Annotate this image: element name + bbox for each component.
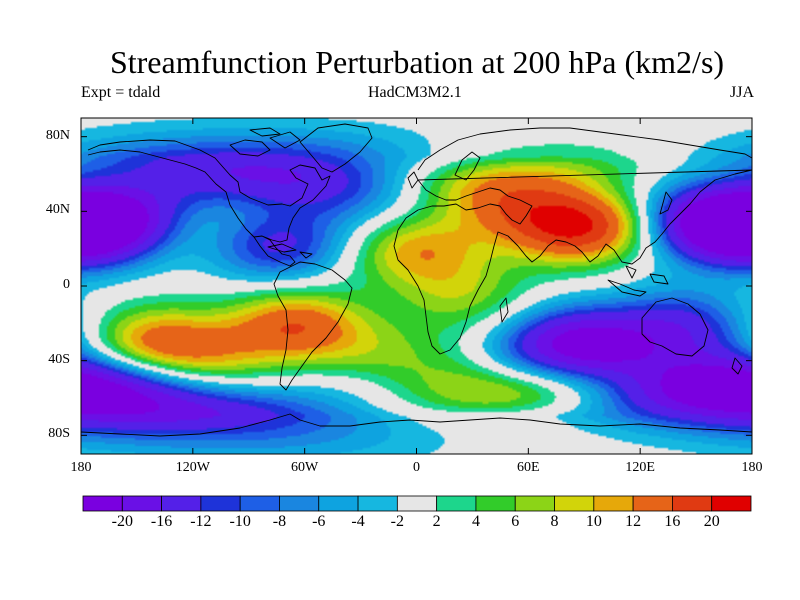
colorbar-swatch — [554, 495, 595, 512]
colorbar-swatch — [632, 495, 673, 512]
colorbar-label: -10 — [229, 513, 251, 530]
colorbar-label: 6 — [511, 513, 520, 530]
lon-tick-label: 120W — [175, 460, 210, 475]
colorbar-swatch — [436, 495, 477, 512]
colorbar — [82, 495, 752, 512]
lon-tick-label: 60W — [291, 460, 319, 475]
lon-tick-label: 180 — [741, 460, 763, 475]
lon-tick-label: 180 — [70, 460, 92, 475]
colorbar-label: -16 — [150, 513, 173, 530]
coastline-australia — [641, 297, 709, 357]
colorbar-label: -2 — [390, 513, 405, 530]
lat-tick-label: 80N — [45, 127, 70, 143]
colorbar-label: -20 — [111, 513, 133, 530]
colorbar-swatch — [82, 495, 123, 512]
lat-tick-label: 40S — [48, 351, 70, 367]
coastlines — [81, 123, 752, 437]
experiment-label: Expt = tdald — [81, 84, 161, 101]
coastline-madagascar — [499, 297, 509, 323]
coastline-arctic-islands — [229, 127, 301, 157]
colorbar-swatch — [121, 495, 162, 512]
coastline-south-america — [273, 261, 353, 391]
colorbar-label: -4 — [351, 513, 365, 530]
lon-tick-label: 120E — [625, 460, 655, 475]
season-label: JJA — [729, 84, 754, 101]
colorbar-swatch — [396, 495, 438, 512]
lat-tick-label: 80S — [48, 426, 70, 442]
colorbar-label: 4 — [471, 513, 480, 530]
model-label: HadCM3M2.1 — [368, 84, 462, 101]
colorbar-label: 10 — [585, 513, 602, 530]
lat-tick-label: 40N — [45, 202, 70, 218]
colorbar-label: -6 — [312, 513, 326, 530]
coastline-scandinavia — [454, 151, 481, 181]
colorbar-label: 12 — [625, 513, 642, 530]
colorbar-swatch — [475, 495, 516, 512]
colorbar-swatch — [672, 495, 713, 512]
lon-tick-label: 60E — [517, 460, 540, 475]
colorbar-swatch — [200, 495, 241, 512]
coastline-japan — [659, 191, 673, 215]
lat-tick-label: 0 — [63, 277, 70, 292]
axis-ticks — [80, 118, 753, 454]
colorbar-label: 20 — [703, 513, 720, 530]
colorbar-swatch — [161, 495, 202, 512]
colorbar-swatch — [318, 495, 359, 512]
coastline-new-zealand — [731, 357, 743, 375]
coastline-indonesia — [607, 265, 669, 297]
colorbar-swatch — [239, 495, 280, 512]
colorbar-swatch — [593, 495, 634, 512]
streamfunction-field — [81, 118, 752, 454]
colorbar-label: -8 — [272, 513, 287, 530]
colorbar-label: -12 — [190, 513, 212, 530]
colorbar-label: 8 — [550, 513, 559, 530]
coastline-british-isles — [407, 171, 419, 189]
coastline-greenland — [299, 123, 373, 173]
coastline-north-america — [87, 139, 331, 267]
colorbar-swatch — [711, 495, 752, 512]
coastline-caribbean — [267, 243, 313, 259]
page-title: Streamfunction Perturbation at 200 hPa (… — [109, 44, 725, 80]
colorbar-label: 16 — [664, 513, 681, 530]
colorbar-label: 2 — [432, 513, 441, 530]
coastline-antarctica — [81, 413, 752, 437]
colorbar-swatch — [514, 495, 555, 512]
lon-tick-label: 0 — [413, 460, 420, 475]
colorbar-swatch — [357, 495, 398, 512]
coastline-eurasia-africa — [393, 127, 752, 355]
colorbar-swatch — [279, 495, 320, 512]
